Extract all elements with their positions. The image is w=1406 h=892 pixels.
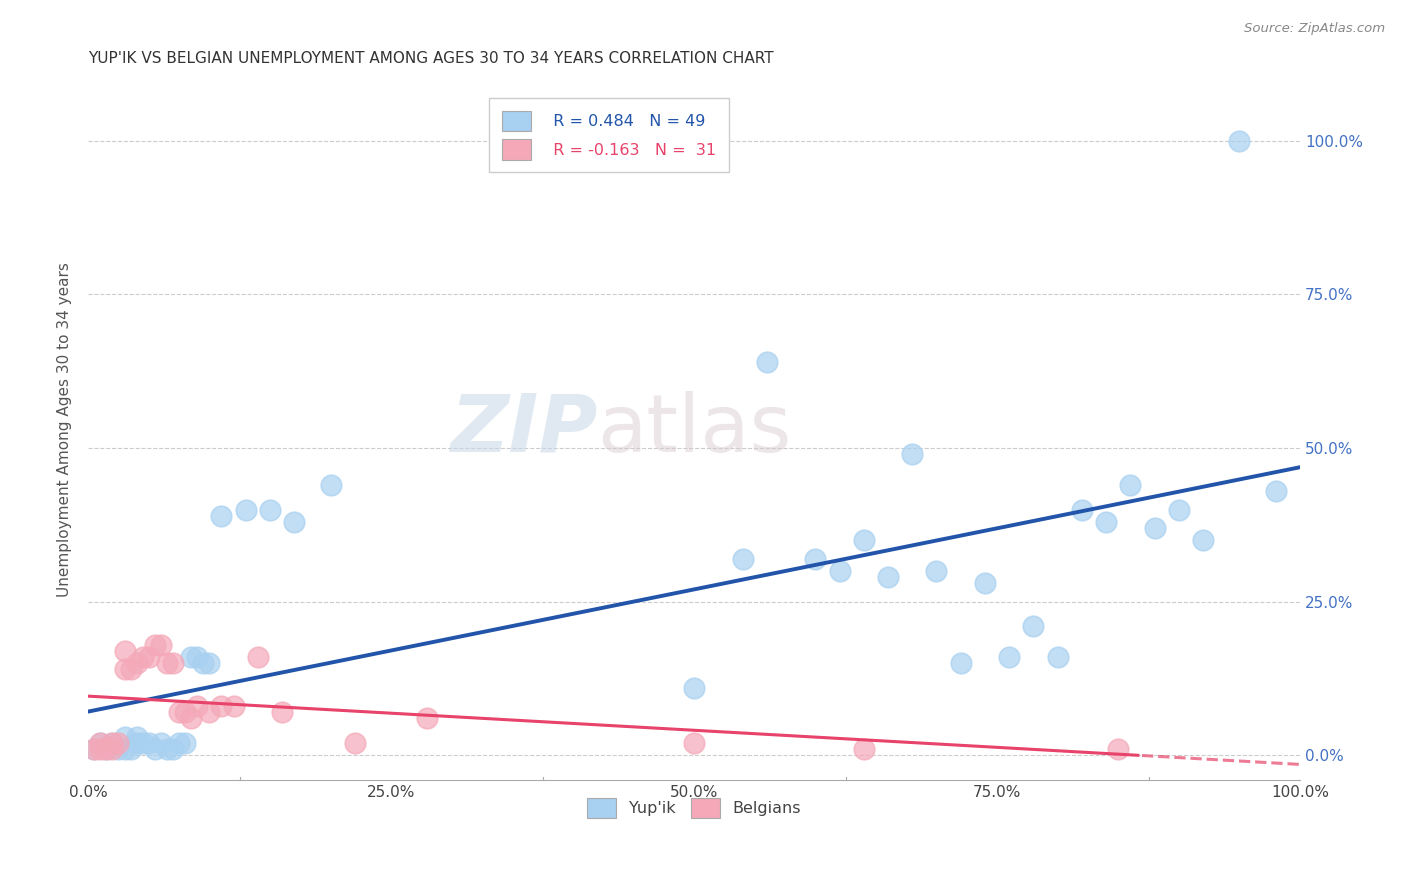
Point: [120, 742, 142, 756]
Point: [222, 699, 245, 714]
Point: [149, 638, 172, 652]
Point: [1070, 502, 1092, 516]
Point: [89, 742, 111, 756]
Point: [974, 576, 997, 591]
Point: [180, 711, 202, 725]
Point: [167, 736, 190, 750]
Point: [1167, 502, 1189, 516]
Point: [259, 502, 281, 516]
Point: [1095, 515, 1118, 529]
Point: [683, 681, 706, 695]
Point: [416, 711, 439, 725]
Point: [1119, 478, 1142, 492]
Point: [174, 706, 197, 720]
Point: [925, 564, 948, 578]
Point: [949, 656, 972, 670]
Point: [235, 502, 257, 516]
Point: [271, 706, 294, 720]
Point: [96, 742, 118, 756]
Point: [138, 650, 160, 665]
Point: [343, 736, 366, 750]
Point: [755, 355, 778, 369]
Point: [1143, 521, 1166, 535]
Point: [186, 650, 208, 665]
Point: [877, 570, 900, 584]
Point: [138, 736, 160, 750]
Point: [167, 706, 190, 720]
Point: [211, 699, 233, 714]
Point: [198, 706, 221, 720]
Point: [83, 742, 105, 756]
Point: [114, 742, 136, 756]
Point: [149, 736, 172, 750]
Text: ZIP: ZIP: [450, 391, 598, 468]
Point: [101, 736, 124, 750]
Point: [156, 656, 179, 670]
Point: [683, 736, 706, 750]
Point: [143, 742, 166, 756]
Point: [246, 650, 269, 665]
Point: [804, 551, 827, 566]
Point: [193, 656, 215, 670]
Point: [1192, 533, 1215, 548]
Point: [1107, 742, 1129, 756]
Point: [101, 736, 124, 750]
Point: [731, 551, 754, 566]
Point: [114, 730, 136, 744]
Point: [211, 508, 233, 523]
Point: [101, 742, 124, 756]
Point: [125, 656, 148, 670]
Point: [852, 533, 875, 548]
Text: YUP'IK VS BELGIAN UNEMPLOYMENT AMONG AGES 30 TO 34 YEARS CORRELATION CHART: YUP'IK VS BELGIAN UNEMPLOYMENT AMONG AGE…: [89, 51, 773, 66]
Point: [1046, 650, 1069, 665]
Point: [174, 736, 197, 750]
Point: [89, 736, 111, 750]
Point: [120, 662, 142, 676]
Point: [319, 478, 342, 492]
Point: [107, 742, 129, 756]
Point: [131, 736, 153, 750]
Point: [1264, 484, 1286, 499]
Point: [96, 742, 118, 756]
Point: [283, 515, 305, 529]
Point: [107, 736, 129, 750]
Point: [186, 699, 208, 714]
Point: [198, 656, 221, 670]
Text: atlas: atlas: [598, 391, 792, 468]
Point: [143, 638, 166, 652]
Point: [83, 742, 105, 756]
Point: [828, 564, 851, 578]
Point: [131, 650, 153, 665]
Point: [114, 644, 136, 658]
Point: [89, 736, 111, 750]
Point: [901, 447, 924, 461]
Point: [162, 742, 184, 756]
Point: [156, 742, 179, 756]
Point: [852, 742, 875, 756]
Text: Source: ZipAtlas.com: Source: ZipAtlas.com: [1244, 22, 1385, 36]
Point: [998, 650, 1021, 665]
Point: [162, 656, 184, 670]
Point: [180, 650, 202, 665]
Point: [114, 662, 136, 676]
Legend: Yup'ik, Belgians: Yup'ik, Belgians: [581, 791, 807, 824]
Point: [1022, 619, 1045, 633]
Point: [125, 736, 148, 750]
Y-axis label: Unemployment Among Ages 30 to 34 years: Unemployment Among Ages 30 to 34 years: [58, 262, 72, 597]
Point: [1229, 134, 1251, 148]
Point: [125, 730, 148, 744]
